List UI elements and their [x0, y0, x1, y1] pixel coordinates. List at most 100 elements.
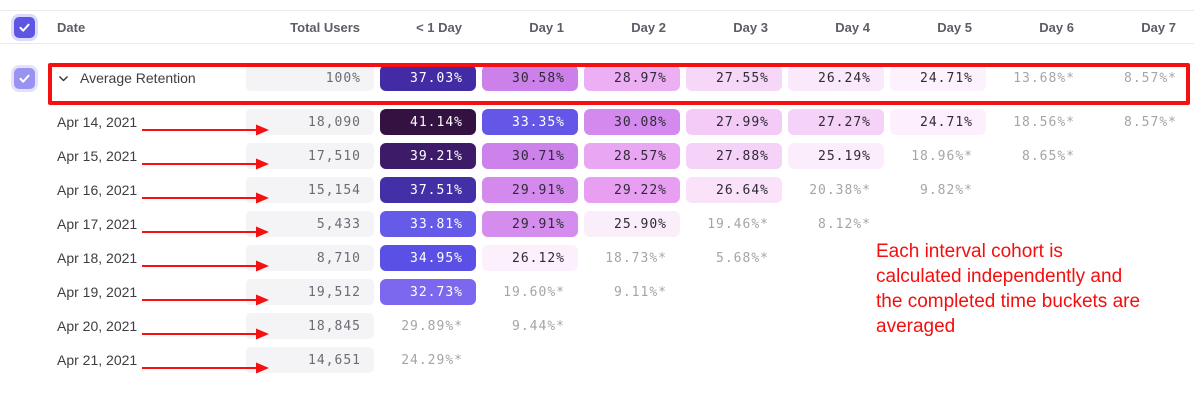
retention-value-cell[interactable]: 26.24% [788, 65, 884, 91]
table-row-apr-18-2021: Apr 18, 2021 8,710 34.95% 26.12% 18.73%* 5.68… [0, 241, 1194, 275]
column-header-date: Date [57, 19, 86, 35]
total-users-cell: 100% [246, 65, 374, 91]
retention-value-cell[interactable]: 29.91% [482, 177, 578, 203]
row-label: Apr 16, 2021 [57, 182, 138, 198]
chevron-down-icon[interactable] [57, 72, 70, 85]
column-header-day-3: Day 3 [733, 19, 768, 35]
date-cell: Apr 17, 2021 [50, 216, 240, 232]
table-row-average: Average Retention 100% 37.03% 30.58% 28.97% 2… [0, 56, 1194, 100]
retention-value-cell[interactable]: 27.99% [686, 109, 782, 135]
row-label: Apr 18, 2021 [57, 250, 138, 266]
retention-value-cell[interactable]: 8.57%* [1124, 114, 1177, 130]
retention-value-cell[interactable]: 33.81% [380, 211, 476, 237]
row-label: Apr 20, 2021 [57, 318, 138, 334]
retention-value-cell[interactable]: 24.71% [890, 109, 986, 135]
total-users-cell: 19,512 [246, 279, 374, 305]
retention-value-cell[interactable]: 28.97% [584, 65, 680, 91]
column-header-total-users: Total Users [290, 19, 360, 35]
total-users-cell: 5,433 [246, 211, 374, 237]
row-label: Average Retention [80, 70, 196, 86]
select-all-checkbox[interactable] [14, 16, 35, 38]
retention-value-cell[interactable]: 27.88% [686, 143, 782, 169]
date-cell: Average Retention [50, 70, 240, 86]
retention-value-cell[interactable]: 8.12%* [818, 216, 871, 232]
table-row-apr-21-2021: Apr 21, 2021 14,651 24.29%* [0, 343, 1194, 377]
total-users-cell: 14,651 [246, 347, 374, 373]
retention-value-cell[interactable]: 25.19% [788, 143, 884, 169]
row-checkbox-cell [0, 67, 44, 89]
table-row-apr-20-2021: Apr 20, 2021 18,845 29.89%* 9.44%* [0, 309, 1194, 343]
retention-report: Date Total Users < 1 Day Day 1 Day 2 Day 3 Day… [0, 10, 1194, 377]
table-row-apr-15-2021: Apr 15, 2021 17,510 39.21% 30.71% 28.57% 27.8… [0, 139, 1194, 173]
retention-value-cell[interactable]: 13.68%* [1013, 70, 1075, 86]
retention-value-cell[interactable]: 26.12% [482, 245, 578, 271]
column-header-day-2: Day 2 [631, 19, 666, 35]
retention-value-cell[interactable]: 19.46%* [707, 216, 769, 232]
retention-value-cell[interactable]: 34.95% [380, 245, 476, 271]
retention-value-cell[interactable]: 18.56%* [1013, 114, 1075, 130]
retention-value-cell[interactable]: 24.29%* [401, 352, 463, 368]
retention-value-cell[interactable]: 9.82%* [920, 182, 973, 198]
retention-value-cell[interactable]: 33.35% [482, 109, 578, 135]
total-users-cell: 15,154 [246, 177, 374, 203]
row-label: Apr 17, 2021 [57, 216, 138, 232]
retention-value-cell[interactable]: 37.51% [380, 177, 476, 203]
row-checkbox-average[interactable] [14, 67, 35, 89]
date-cell: Apr 18, 2021 [50, 250, 240, 266]
select-all-cell [0, 16, 44, 38]
table-row-apr-16-2021: Apr 16, 2021 15,154 37.51% 29.91% 29.22% 26.6… [0, 173, 1194, 207]
retention-value-cell[interactable]: 26.64% [686, 177, 782, 203]
retention-value-cell[interactable]: 37.03% [380, 65, 476, 91]
row-label: Apr 15, 2021 [57, 148, 138, 164]
row-label: Apr 14, 2021 [57, 114, 138, 130]
date-cell: Apr 16, 2021 [50, 182, 240, 198]
retention-value-cell[interactable]: 19.60%* [503, 284, 565, 300]
table-row-apr-17-2021: Apr 17, 2021 5,433 33.81% 29.91% 25.90% 19.46… [0, 207, 1194, 241]
column-header-1-day: < 1 Day [416, 19, 462, 35]
retention-value-cell[interactable]: 24.71% [890, 65, 986, 91]
retention-value-cell[interactable]: 28.57% [584, 143, 680, 169]
retention-value-cell[interactable]: 8.65%* [1022, 148, 1075, 164]
row-label: Apr 21, 2021 [57, 352, 138, 368]
retention-value-cell[interactable]: 5.68%* [716, 250, 769, 266]
retention-value-cell[interactable]: 18.96%* [911, 148, 973, 164]
column-header-day-5: Day 5 [937, 19, 972, 35]
date-cell: Apr 19, 2021 [50, 284, 240, 300]
retention-value-cell[interactable]: 9.11%* [614, 284, 667, 300]
retention-value-cell[interactable]: 9.44%* [512, 318, 565, 334]
retention-value-cell[interactable]: 30.71% [482, 143, 578, 169]
retention-value-cell[interactable]: 30.08% [584, 109, 680, 135]
column-header-day-1: Day 1 [529, 19, 564, 35]
table-header: Date Total Users < 1 Day Day 1 Day 2 Day 3 Day… [0, 10, 1194, 44]
retention-value-cell[interactable]: 29.22% [584, 177, 680, 203]
retention-value-cell[interactable]: 18.73%* [605, 250, 667, 266]
retention-value-cell[interactable]: 30.58% [482, 65, 578, 91]
table-row-apr-14-2021: Apr 14, 2021 18,090 41.14% 33.35% 30.08% 27.9… [0, 105, 1194, 139]
date-cell: Apr 20, 2021 [50, 318, 240, 334]
column-header-day-7: Day 7 [1141, 19, 1176, 35]
check-icon [19, 23, 30, 32]
retention-value-cell[interactable]: 32.73% [380, 279, 476, 305]
retention-value-cell[interactable]: 41.14% [380, 109, 476, 135]
table-row-apr-19-2021: Apr 19, 2021 19,512 32.73% 19.60%* 9.11%* [0, 275, 1194, 309]
date-cell: Apr 14, 2021 [50, 114, 240, 130]
retention-value-cell[interactable]: 20.38%* [809, 182, 871, 198]
check-icon [19, 74, 30, 83]
retention-table-body: Average Retention 100% 37.03% 30.58% 28.97% 2… [0, 56, 1194, 377]
retention-value-cell[interactable]: 27.55% [686, 65, 782, 91]
column-header-day-4: Day 4 [835, 19, 870, 35]
retention-value-cell[interactable]: 29.91% [482, 211, 578, 237]
retention-value-cell[interactable]: 8.57%* [1124, 70, 1177, 86]
retention-value-cell[interactable]: 27.27% [788, 109, 884, 135]
column-header-day-6: Day 6 [1039, 19, 1074, 35]
total-users-cell: 18,845 [246, 313, 374, 339]
row-label: Apr 19, 2021 [57, 284, 138, 300]
total-users-cell: 18,090 [246, 109, 374, 135]
date-cell: Apr 21, 2021 [50, 352, 240, 368]
retention-value-cell[interactable]: 39.21% [380, 143, 476, 169]
retention-value-cell[interactable]: 29.89%* [401, 318, 463, 334]
retention-value-cell[interactable]: 25.90% [584, 211, 680, 237]
total-users-cell: 17,510 [246, 143, 374, 169]
date-cell: Apr 15, 2021 [50, 148, 240, 164]
total-users-cell: 8,710 [246, 245, 374, 271]
